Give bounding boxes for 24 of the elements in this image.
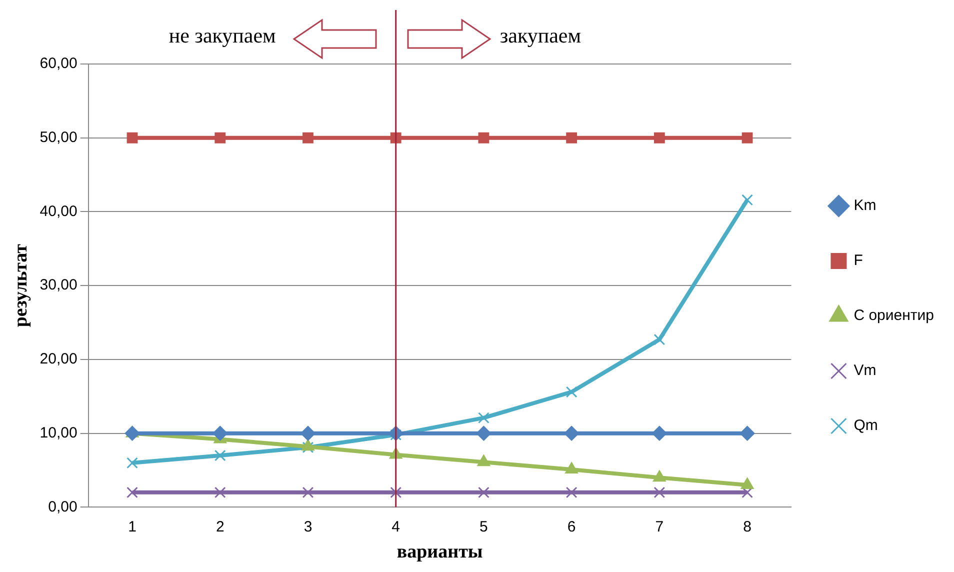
legend-label: Km <box>854 197 876 214</box>
y-tick-label: 10,00 <box>40 424 78 442</box>
y-tick-label: 60,00 <box>40 55 78 72</box>
x-tick-label: 6 <box>567 518 576 536</box>
text: закупаем <box>500 24 582 48</box>
x-tick-label: 1 <box>128 518 136 536</box>
y-tick-label: 20,00 <box>40 350 78 368</box>
y-axis-title: результат <box>10 243 32 328</box>
x-tick-label: 7 <box>655 518 664 536</box>
x-tick-label: 4 <box>392 518 400 536</box>
legend-label: F <box>854 252 863 270</box>
legend-label: C ориентир <box>854 307 934 324</box>
legend-label: Vm <box>854 362 876 380</box>
x-tick-label: 5 <box>480 518 488 536</box>
x-tick-label: 8 <box>743 518 752 536</box>
y-tick-label: 40,00 <box>40 202 78 220</box>
x-tick-label: 3 <box>304 518 312 536</box>
x-tick-label: 2 <box>216 518 224 536</box>
y-tick-label: 0,00 <box>48 498 78 516</box>
y-tick-label: 50,00 <box>40 129 78 146</box>
text: не закупаем <box>168 24 276 48</box>
legend-label: Qm <box>854 417 878 434</box>
y-tick-label: 30,00 <box>40 276 78 294</box>
x-axis-title: варианты <box>396 542 483 563</box>
